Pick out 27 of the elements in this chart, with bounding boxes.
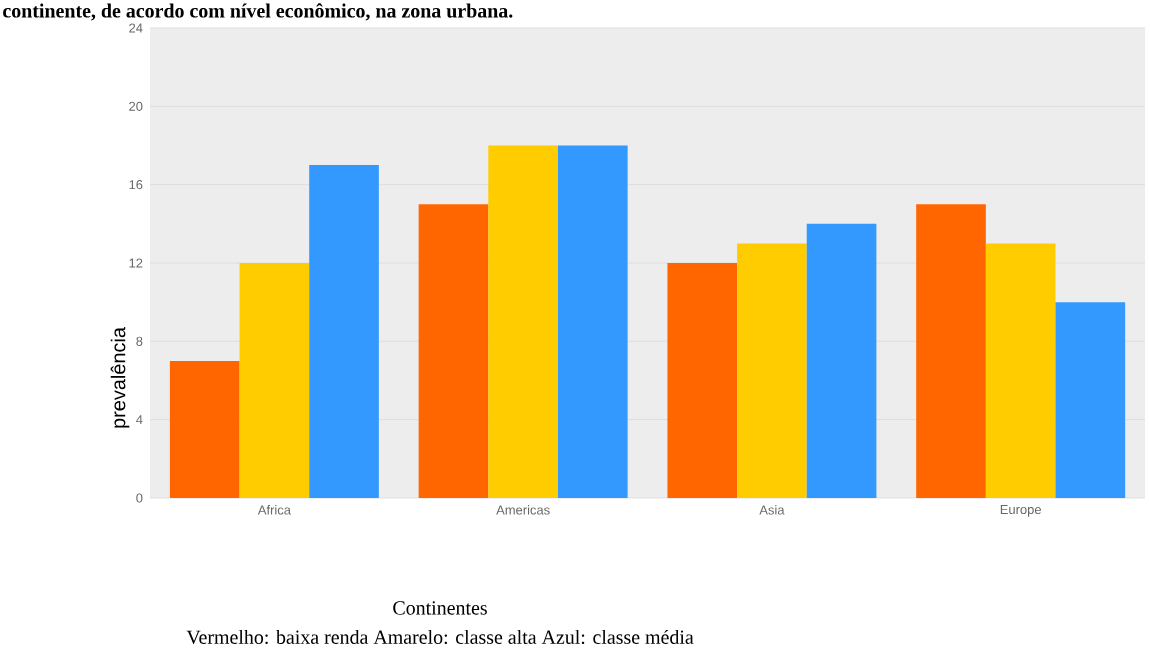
y-tick-label: 8	[136, 336, 143, 346]
x-tick-label: Africa	[257, 505, 291, 515]
bar	[557, 145, 628, 498]
bar	[916, 204, 986, 498]
bar	[737, 243, 807, 498]
x-tick-label: Europe	[1000, 505, 1041, 517]
bar	[418, 204, 489, 498]
y-axis-title: prevalência	[110, 327, 130, 428]
y-tick-label: 20	[129, 101, 143, 111]
bar	[169, 360, 240, 498]
bar	[309, 165, 379, 498]
bar	[1055, 302, 1126, 498]
bar	[488, 145, 558, 498]
bar	[239, 262, 310, 498]
y-tick-label: 24	[129, 23, 143, 33]
bar	[667, 262, 738, 498]
y-tick-label: 12	[129, 258, 143, 268]
bar	[806, 223, 877, 498]
y-tick-label: 0	[136, 493, 143, 503]
chart-title: continente, de acordo com nível econômico, na zona urbana.	[3, 3, 513, 21]
x-tick-label: Asia	[759, 505, 785, 515]
text: Vermelho: baixa renda Amarelo: classe alta Azul: classe média	[186, 629, 694, 645]
y-tick-label: 4	[136, 415, 143, 425]
bar	[985, 243, 1056, 498]
y-tick-label: 16	[129, 180, 143, 190]
x-axis-title: Continentes	[393, 601, 487, 615]
x-tick-label: Americas	[496, 505, 550, 515]
